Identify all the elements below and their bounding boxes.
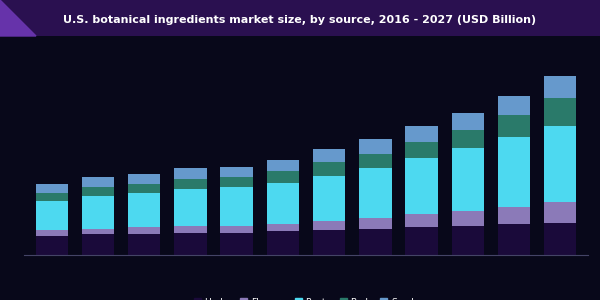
Bar	[359, 229, 392, 255]
Bar	[544, 202, 577, 223]
Bar	[452, 211, 484, 226]
Bar	[82, 188, 114, 196]
Bar	[359, 139, 392, 154]
Bar	[267, 232, 299, 255]
Bar	[544, 223, 577, 255]
Bar	[498, 137, 530, 206]
Bar	[128, 234, 160, 255]
Bar	[406, 126, 438, 142]
Bar	[498, 96, 530, 116]
Bar	[82, 234, 114, 255]
Bar	[313, 163, 345, 176]
Bar	[82, 229, 114, 234]
Bar	[406, 142, 438, 158]
Bar	[313, 176, 345, 221]
Bar	[406, 158, 438, 214]
Bar	[220, 188, 253, 226]
Bar	[267, 224, 299, 232]
Bar	[313, 230, 345, 255]
Bar	[128, 174, 160, 184]
Bar	[174, 226, 206, 233]
Bar	[220, 233, 253, 255]
Bar	[82, 177, 114, 188]
Bar	[313, 149, 345, 163]
Bar	[35, 201, 68, 230]
Bar	[220, 226, 253, 233]
Bar	[498, 116, 530, 137]
Bar	[498, 224, 530, 255]
Bar	[128, 227, 160, 234]
Bar	[359, 218, 392, 229]
Bar	[174, 178, 206, 189]
Bar	[406, 227, 438, 255]
Bar	[452, 112, 484, 130]
Bar	[35, 184, 68, 193]
Bar	[128, 193, 160, 227]
Bar	[220, 167, 253, 177]
Bar	[359, 154, 392, 168]
Bar	[406, 214, 438, 227]
Bar	[452, 226, 484, 255]
Bar	[359, 168, 392, 218]
Bar	[452, 130, 484, 148]
Legend: Herbs, Flowers, Roots, Bark, Seeds: Herbs, Flowers, Roots, Bark, Seeds	[190, 294, 422, 300]
Bar	[128, 184, 160, 193]
Bar	[35, 193, 68, 201]
Bar	[544, 126, 577, 202]
Bar	[174, 189, 206, 226]
Bar	[267, 160, 299, 171]
Bar	[174, 233, 206, 255]
Bar	[82, 196, 114, 229]
Text: U.S. botanical ingredients market size, by source, 2016 - 2027 (USD Billion): U.S. botanical ingredients market size, …	[64, 15, 536, 25]
Bar	[313, 221, 345, 230]
Bar	[35, 230, 68, 236]
Bar	[267, 171, 299, 183]
Bar	[544, 76, 577, 98]
Bar	[174, 168, 206, 178]
Bar	[220, 177, 253, 188]
Bar	[452, 148, 484, 211]
Bar	[498, 206, 530, 224]
Bar	[267, 183, 299, 224]
Bar	[35, 236, 68, 255]
Bar	[544, 98, 577, 126]
